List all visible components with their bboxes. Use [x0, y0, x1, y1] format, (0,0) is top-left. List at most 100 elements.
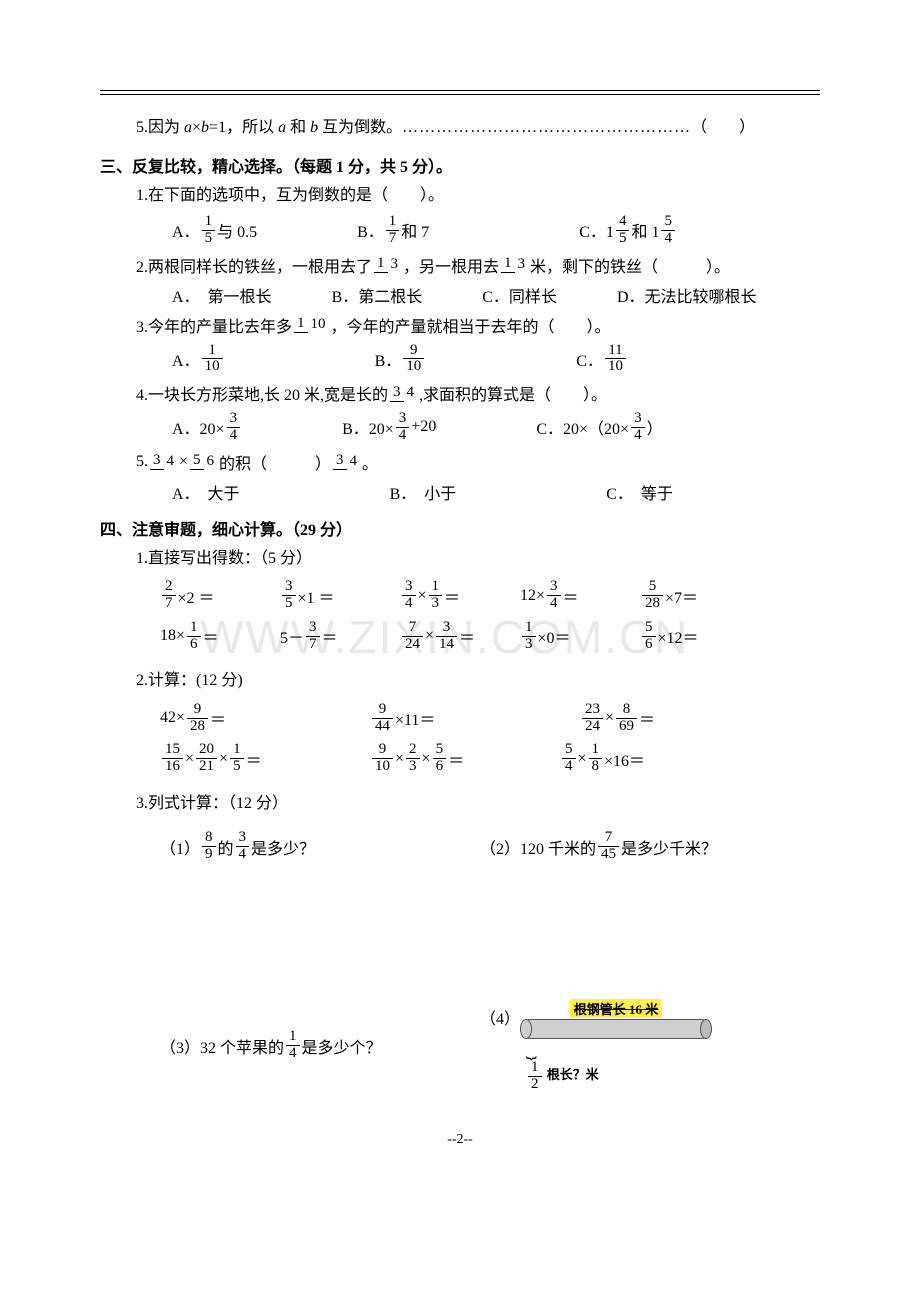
fraction: 13: [374, 256, 401, 273]
expr: ×0＝: [538, 624, 571, 648]
pipe-brace: ⏟: [520, 1039, 712, 1060]
top-rule: [100, 90, 820, 95]
q3-C-label: C．: [576, 347, 603, 371]
sec3-q1-opts: A． 15 与 0.5 B． 17 和 7 C．1 45 和 1 54: [100, 214, 820, 247]
p3-row2: （3）32 个苹果的 14 是多少个？ （4） 根钢管长 16 米 ⏟ 12 根…: [160, 999, 820, 1093]
q2-5-before: 5.因为: [136, 119, 184, 136]
eq: ＝: [322, 624, 338, 648]
pre: 42×: [160, 709, 185, 727]
q2-5-paren: （ ）: [691, 119, 755, 136]
pipe-top-label: 根钢管长 16 米: [570, 999, 663, 1018]
p1-row2: 18× 16 ＝ 5－ 37 ＝ 724 × 314 ＝ 13 ×0＝ 56 ×: [160, 620, 820, 653]
sec4-p3-title: 3.列式计算：（12 分）: [100, 791, 820, 817]
fraction: 1110: [605, 343, 626, 376]
sec3-heading: 三、反复比较，精心选择。（每题 1 分，共 5 分）。: [100, 153, 820, 177]
eq: ＝: [448, 747, 464, 771]
pre: 18×: [160, 627, 185, 645]
expr: ×1 ＝: [298, 584, 335, 608]
sec4-p2-title: 2.计算：(12 分): [100, 668, 820, 694]
expr: ×11＝: [395, 706, 435, 730]
sec3-q2-stem: 2.两根同样长的铁丝，一根用去了 13 ，另一根用去 13 米，剩下的铁丝（ ）…: [100, 253, 820, 277]
q2-5-a2: a: [278, 119, 286, 136]
eq: ＝: [444, 584, 460, 608]
sec3-q4-stem: 4.一块长方形菜地,长 20 米,宽是长的 34 ,求面积的算式是（ ）。: [100, 381, 820, 405]
eq: ＝: [246, 747, 262, 771]
tail: ×16＝: [604, 747, 645, 771]
eq: ＝: [459, 624, 475, 648]
fraction: 15: [202, 214, 216, 247]
times: ×: [179, 453, 188, 471]
fraction: 56: [190, 453, 217, 470]
q3-B-label: B．: [375, 347, 402, 371]
fraction: 110: [202, 343, 223, 376]
q4-B-label: B．20×: [342, 415, 394, 439]
q5-A: A． 大于: [172, 480, 240, 504]
expr: ×12＝: [658, 624, 699, 648]
q1-B-mid: 和 7: [401, 218, 429, 242]
sec3-q5-opts: A． 大于 B． 小于 C． 等于: [100, 480, 820, 504]
fraction: 34: [333, 453, 360, 470]
sec3-q4-opts: A．20× 34 B．20× 34 +20 C．20×（20× 34 ）: [100, 411, 820, 444]
q5-label: 5.: [136, 453, 148, 471]
fraction: 13: [501, 256, 528, 273]
eq: ＝: [210, 706, 226, 730]
label: （1）: [160, 835, 200, 859]
q1-C-mid: 和 1: [631, 218, 659, 242]
fraction: 45: [616, 214, 630, 247]
mid: 的: [218, 835, 234, 859]
q5-mid: 的积（ ）: [219, 450, 331, 474]
q2-5-b2: b: [310, 119, 318, 136]
pipe-bottom-text: 根长？米: [547, 1067, 599, 1082]
fraction: 34: [227, 411, 241, 444]
sec4-heading: 四、注意审题，细心计算。（29 分）: [100, 516, 820, 540]
q2-B: B．第二根长: [332, 283, 423, 307]
tail: 是多少个？: [302, 1034, 382, 1058]
q5-C: C． 等于: [606, 480, 673, 504]
expr: ×7＝: [665, 584, 698, 608]
op: ×: [578, 750, 587, 768]
q2-5-mid: ，所以: [226, 119, 278, 136]
q5-B: B． 小于: [390, 480, 457, 504]
q4-A-label: A．20×: [172, 415, 225, 439]
q2-before: 2.两根同样长的铁丝，一根用去了: [136, 253, 372, 277]
p3-row1: （1） 89 的 34 是多少？ （2）120 千米的 745 是多少千米？: [160, 830, 820, 863]
eq: ＝: [203, 624, 219, 648]
expr: ×2 ＝: [178, 584, 215, 608]
q4-C-label: C．20×（20×: [536, 415, 629, 439]
q2-5-dots: ……………………………………………: [402, 119, 691, 136]
op: ×: [219, 750, 228, 768]
pre: 12×: [520, 587, 545, 605]
q1-A-label: A．: [172, 218, 200, 242]
q2-after: 米，剩下的铁丝（ ）。: [530, 253, 730, 277]
op: ×: [422, 750, 431, 768]
p2-row1: 42× 928 ＝ 944 ×11＝ 2324 × 869 ＝: [160, 702, 820, 735]
q1-A-mid: 与 0.5: [217, 218, 257, 242]
fraction: 54: [661, 214, 675, 247]
fraction: 110: [294, 316, 329, 333]
q2-A: A． 第一根长: [172, 283, 272, 307]
op: ×: [185, 750, 194, 768]
tail: 是多少千米？: [621, 835, 717, 859]
label: （3）32 个苹果的: [160, 1034, 284, 1058]
fraction: 17: [386, 214, 400, 247]
fraction: 34: [396, 411, 410, 444]
fraction: 34: [150, 453, 177, 470]
tail: 是多少？: [251, 835, 315, 859]
sec3-q1-stem: 1.在下面的选项中，互为倒数的是（ ）。: [100, 183, 820, 209]
q2-D: D．无法比较哪根长: [617, 283, 757, 307]
eq: ＝: [639, 706, 655, 730]
op: ×: [425, 627, 434, 645]
sec4-p1-title: 1.直接写出得数：（5 分）: [100, 546, 820, 572]
fraction: 910: [403, 343, 424, 376]
p2-row2: 1516 × 2021 × 15 ＝ 910 × 23 × 56 ＝ 54 × …: [160, 742, 820, 775]
sec3-q5-stem: 5. 34 × 56 的积（ ） 34 。: [100, 450, 820, 474]
op: ×: [605, 709, 614, 727]
q3-A-label: A．: [172, 347, 200, 371]
q2-C: C．同样长: [482, 283, 557, 307]
q2-5-after: 互为倒数。: [318, 119, 402, 136]
q1-C-label: C．1: [579, 218, 614, 242]
pipe-bottom: 12 根长？米: [520, 1060, 712, 1093]
q4-C-tail: ）: [647, 415, 663, 439]
q3-after: ，今年的产量就相当于去年的（ ）。: [331, 313, 611, 337]
sec3-q3-opts: A． 110 B． 910 C． 1110: [100, 343, 820, 376]
